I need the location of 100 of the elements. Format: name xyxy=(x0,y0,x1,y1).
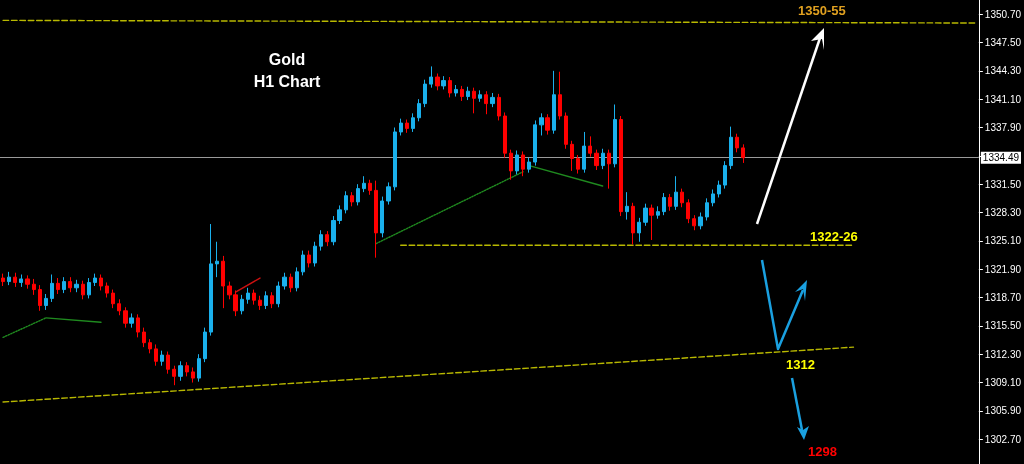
y-tick-label: 1337.90 xyxy=(984,122,1022,134)
candlestick xyxy=(350,191,354,207)
candlestick xyxy=(301,250,305,276)
candlestick xyxy=(38,284,42,312)
y-tick-label: 1312.30 xyxy=(984,348,1022,360)
candlestick xyxy=(705,197,709,221)
candlestick xyxy=(99,274,103,291)
candlestick xyxy=(87,277,91,299)
candlestick xyxy=(448,76,452,98)
candlestick xyxy=(619,115,623,217)
candlestick xyxy=(503,111,507,159)
candlestick xyxy=(32,278,36,296)
y-tick-label: 1302.70 xyxy=(984,433,1022,445)
candlestick xyxy=(344,190,348,214)
y-tick-label: 1344.30 xyxy=(984,65,1022,77)
candlestick xyxy=(215,241,219,278)
candlestick xyxy=(44,293,48,311)
candlestick xyxy=(264,290,268,310)
candlestick xyxy=(307,250,311,268)
candlestick xyxy=(711,189,715,207)
candlestick xyxy=(723,160,727,190)
candlestick xyxy=(62,276,66,294)
candlestick xyxy=(399,118,403,136)
candlestick xyxy=(698,212,703,230)
candlestick xyxy=(129,312,134,329)
candlestick xyxy=(435,73,440,91)
y-tick-label: 1309.10 xyxy=(984,377,1022,389)
candlestick xyxy=(478,89,482,103)
candlestick xyxy=(484,90,488,115)
candlestick xyxy=(656,205,660,220)
candlestick xyxy=(295,266,299,292)
candlestick xyxy=(735,133,739,153)
candlestick xyxy=(282,272,287,291)
candlestick xyxy=(105,281,109,299)
ref-line-label: 1334.49 xyxy=(982,152,1020,164)
candlestick xyxy=(417,98,421,122)
candlestick xyxy=(325,230,329,247)
candlestick xyxy=(56,277,60,295)
series-label: 1322-26 xyxy=(810,229,858,244)
candlestick xyxy=(160,350,164,367)
candlestick xyxy=(25,274,30,290)
candlestick xyxy=(717,180,721,198)
candlestick xyxy=(246,287,250,305)
candlestick xyxy=(588,135,592,158)
candlestick xyxy=(576,154,580,175)
candlestick xyxy=(539,112,544,136)
candlestick xyxy=(74,279,79,293)
text: Gold xyxy=(268,50,306,68)
candlestick xyxy=(240,294,244,315)
candlestick xyxy=(680,188,684,208)
y-tick-label: 1347.50 xyxy=(984,37,1022,48)
candlestick xyxy=(582,131,586,174)
candlestick xyxy=(197,353,201,383)
candlestick xyxy=(19,274,23,288)
y-tick-label: 1305.90 xyxy=(984,405,1022,417)
candlestick xyxy=(319,229,323,252)
candlestick xyxy=(631,202,635,245)
candlestick xyxy=(441,75,446,90)
y-tick-label: 1328.30 xyxy=(984,207,1022,219)
candlestick xyxy=(209,223,213,337)
text: H1 Chart xyxy=(253,72,322,90)
y-tick-label: 1325.10 xyxy=(984,235,1022,247)
candlestick xyxy=(472,87,476,114)
candlestick xyxy=(564,111,568,150)
candlestick xyxy=(289,273,293,293)
candlestick xyxy=(741,143,745,164)
candlestick xyxy=(166,351,170,375)
candlestick xyxy=(178,360,183,382)
candlestick xyxy=(172,365,176,386)
candlestick xyxy=(674,175,678,211)
candlestick xyxy=(368,179,372,196)
candlestick xyxy=(221,255,225,309)
y-tick-label: 1350.70 xyxy=(984,8,1022,20)
candlestick xyxy=(276,281,280,308)
annotation: 1298 xyxy=(808,444,837,459)
candlestick xyxy=(362,175,366,193)
candlestick xyxy=(515,150,519,175)
candlestick xyxy=(203,327,207,363)
candlestick xyxy=(7,271,11,286)
candlestick xyxy=(662,192,666,216)
candlestick xyxy=(521,150,525,177)
candlestick xyxy=(668,193,672,212)
candlestick xyxy=(429,65,433,89)
candlestick xyxy=(509,149,513,181)
candlestick xyxy=(411,112,415,133)
y-tick-label: 1321.90 xyxy=(984,263,1022,275)
candlestick xyxy=(607,149,611,190)
candlestick xyxy=(81,280,85,300)
candlestick xyxy=(594,149,599,171)
candlestick xyxy=(136,313,140,338)
candlestick xyxy=(117,298,121,316)
candlestick xyxy=(313,241,317,268)
candlestick xyxy=(558,71,562,121)
candlestick xyxy=(637,217,641,243)
candlestick xyxy=(252,289,256,306)
candlestick xyxy=(154,343,158,367)
candlestick xyxy=(454,84,458,98)
candlestick xyxy=(625,191,629,221)
candlestick xyxy=(490,92,495,108)
candlestick xyxy=(50,274,54,303)
